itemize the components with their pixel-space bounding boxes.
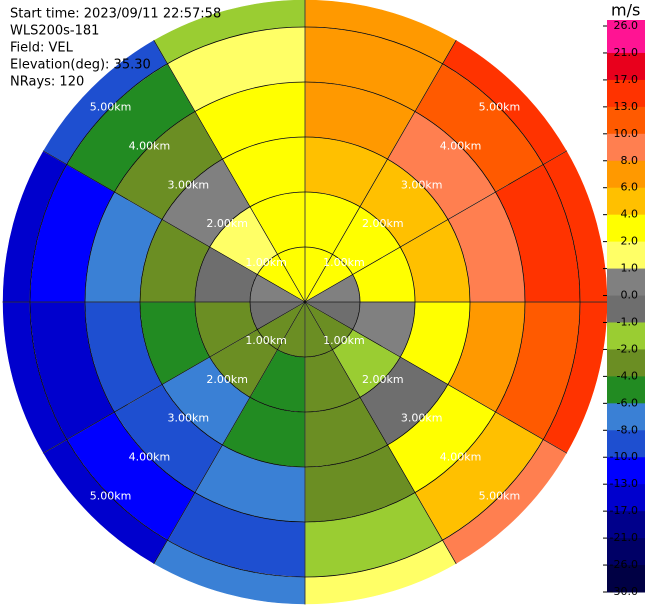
colorbar-tick-label: -30.0: [610, 585, 638, 598]
colorbar-tick-label: 10.0: [614, 127, 639, 140]
colorbar-tick-label: -13.0: [610, 477, 638, 490]
colorbar-title: m/s: [611, 1, 640, 20]
colorbar-cap: [607, 20, 645, 26]
colorbar-tick-label: 1.0: [621, 262, 639, 275]
range-ring-label: 3.00km: [168, 412, 210, 425]
range-ring-label: 3.00km: [401, 178, 443, 191]
colorbar-tick-label: 6.0: [621, 181, 639, 194]
range-ring-label: 4.00km: [440, 451, 482, 464]
range-ring-label: 2.00km: [206, 373, 248, 386]
colorbar-segment: [607, 106, 645, 135]
range-ring-label: 2.00km: [362, 217, 404, 230]
range-ring-label: 1.00km: [323, 334, 365, 347]
colorbar-tick-label: 21.0: [614, 46, 639, 59]
colorbar-tick-label: 13.0: [614, 100, 639, 113]
colorbar-segment: [607, 26, 645, 54]
info-line: Start time: 2023/09/11 22:57:58: [10, 7, 221, 22]
range-ring: [84, 81, 526, 523]
radial-line: [304, 301, 457, 565]
colorbar-segment: [607, 403, 645, 431]
colorbar-segment: [607, 187, 645, 216]
colorbar-tick-label: -10.0: [610, 450, 638, 463]
colorbar-segment: [607, 79, 645, 108]
colorbar-tick-label: 0.0: [621, 289, 639, 302]
colorbar-tick-label: -4.0: [617, 369, 638, 382]
colorbar-segment: [607, 376, 645, 404]
radial-line: [42, 301, 306, 454]
colorbar-tick-label: 26.0: [614, 19, 639, 32]
colorbar-tick-label: 8.0: [621, 154, 639, 167]
colorbar-tick-label: -21.0: [610, 531, 638, 544]
colorbar-tick-label: -8.0: [617, 423, 638, 436]
range-ring-label: 1.00km: [245, 256, 287, 269]
range-ring-label: 1.00km: [245, 334, 287, 347]
colorbar-tick-label: 2.0: [621, 235, 639, 248]
colorbar-segment: [607, 538, 645, 566]
colorbar-segment: [607, 241, 645, 270]
colorbar-segment: [607, 133, 645, 162]
colorbar-tick-label: 4.0: [621, 208, 639, 221]
colorbar-segment: [607, 295, 645, 323]
colorbar-tick-label: -1.0: [617, 315, 638, 328]
range-ring: [139, 136, 471, 468]
range-ring-label: 5.00km: [90, 101, 132, 114]
radial-line: [304, 301, 568, 454]
colorbar-tick-label: -26.0: [610, 558, 638, 571]
colorbar-segment: [607, 484, 645, 512]
colorbar-segment: [607, 268, 645, 297]
range-ring: [249, 246, 361, 358]
range-ring-label: 4.00km: [440, 139, 482, 152]
colorbar-segment: [607, 511, 645, 539]
radial-line: [304, 39, 457, 303]
range-ring-label: 4.00km: [129, 451, 171, 464]
radial-line: [304, 150, 568, 303]
colorbar-segment: [607, 52, 645, 81]
colorbar-segment: [607, 160, 645, 189]
range-ring-label: 3.00km: [168, 178, 210, 191]
colorbar: 26.0 21.0 17.0 13.0 10.0 8.0 6.0 4.0 2.0 1.0 0.0 -1…: [603, 19, 645, 598]
colorbar-tick-label: -2.0: [617, 342, 638, 355]
colorbar-segment: [607, 322, 645, 350]
range-ring-label: 2.00km: [362, 373, 404, 386]
range-ring-label: 5.00km: [90, 489, 132, 502]
colorbar-segment: [607, 565, 645, 593]
colorbar-segment: [607, 430, 645, 458]
colorbar-segment: [607, 214, 645, 243]
colorbar-tick-label: 17.0: [614, 73, 639, 86]
range-ring-label: 3.00km: [401, 412, 443, 425]
info-line: Elevation(deg): 35.30: [10, 58, 151, 73]
info-line: NRays: 120: [10, 75, 84, 90]
range-ring-label: 1.00km: [323, 256, 365, 269]
colorbar-tick-label: -17.0: [610, 504, 638, 517]
range-ring: [29, 26, 581, 578]
info-line: WLS200s-181: [10, 24, 99, 39]
ppi-plot: 1.00km 1.00km 1.00km 1.00km 2.00km 2.00km 2.00…: [2, 0, 608, 605]
range-ring-label: 2.00km: [206, 217, 248, 230]
range-ring-label: 4.00km: [129, 139, 171, 152]
radial-line: [153, 39, 306, 303]
range-ring-label: 5.00km: [479, 489, 521, 502]
colorbar-segment: [607, 349, 645, 377]
radial-line: [153, 301, 306, 565]
radial-line: [42, 150, 306, 303]
colorbar-tick-label: -6.0: [617, 396, 638, 409]
info-line: Field: VEL: [10, 41, 74, 56]
colorbar-segment: [607, 457, 645, 485]
range-ring-label: 5.00km: [479, 101, 521, 114]
range-ring: [194, 191, 416, 413]
